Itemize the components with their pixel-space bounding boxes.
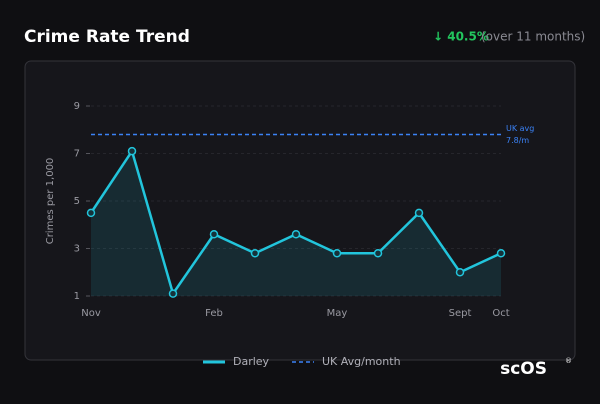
legend-label: Darley: [233, 355, 270, 368]
point: [332, 249, 342, 258]
x-tick-label: Oct: [492, 308, 509, 319]
x-tick-label: Sept: [449, 308, 472, 319]
point: [168, 289, 178, 298]
brand-mark: ®: [565, 357, 572, 365]
y-axis-label: Crimes per 1,000: [45, 158, 56, 245]
reference-label: UK avg: [506, 124, 534, 133]
x-tick-label: May: [327, 308, 348, 319]
point: [250, 249, 260, 258]
y-tick-label: 3: [74, 244, 80, 255]
point: [414, 208, 424, 218]
y-tick-label: 7: [74, 149, 80, 160]
y-tick-label: 5: [74, 196, 80, 207]
point: [373, 249, 383, 258]
chart-card: [24, 60, 576, 361]
point: [86, 208, 96, 218]
x-tick-label: Nov: [81, 308, 101, 319]
change-value: ↓ 40.5%: [433, 30, 489, 44]
point: [209, 230, 219, 239]
y-tick-label: 1: [74, 291, 80, 302]
y-tick-label: 9: [74, 101, 80, 112]
point: [291, 230, 301, 239]
point: [496, 249, 506, 258]
brand-logo: scOS: [500, 359, 547, 379]
legend-label: UK Avg/month: [322, 355, 401, 368]
x-tick-label: Feb: [205, 308, 223, 319]
point: [127, 146, 137, 156]
widget-title: Crime Rate Trend: [24, 27, 190, 47]
change-period: (over 11 months): [481, 30, 585, 44]
point: [455, 268, 465, 277]
area: [91, 151, 501, 296]
reference-value: 7.8/m: [506, 136, 529, 145]
